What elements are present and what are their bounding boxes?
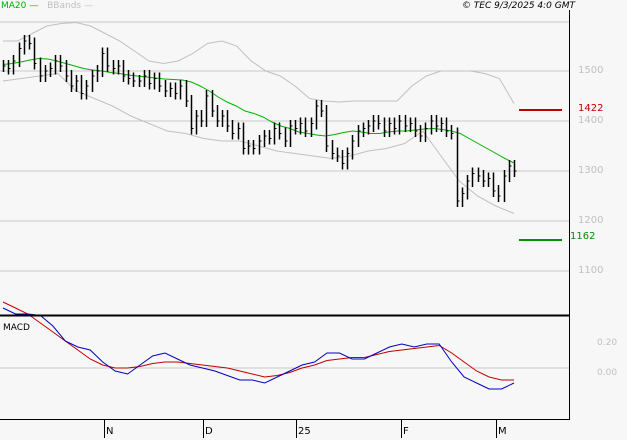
macd-lines (2, 301, 515, 390)
resistance-label: 1422 (578, 103, 604, 114)
time-label-M: M (498, 426, 507, 437)
legend-bbands-swatch: — (81, 1, 93, 11)
price-label-1500: 1500 (578, 65, 604, 76)
time-label-25: 25 (298, 426, 311, 437)
price-label-1300: 1300 (578, 165, 604, 176)
time-label-F: F (403, 426, 409, 437)
ohlc-bars (2, 35, 517, 207)
support-resistance-lines (519, 109, 562, 241)
time-label-N: N (106, 426, 114, 437)
support-label: 1162 (570, 231, 596, 242)
macd-title: MACD (3, 323, 30, 333)
copyright-timestamp: © TEC 9/3/2025 4:0 GMT (461, 1, 575, 11)
chart-frame (0, 10, 570, 438)
price-label-1200: 1200 (578, 215, 604, 226)
macd-label-000: 0.00 (597, 368, 618, 378)
chart-legend: MA20 — BBands — (1, 0, 93, 12)
bollinger-bands (2, 21, 515, 214)
time-label-D: D (205, 426, 213, 437)
ma20-line (2, 57, 515, 164)
legend-ma20: MA20 (1, 1, 27, 11)
grid-lines (0, 21, 569, 369)
price-label-1400: 1400 (578, 115, 604, 126)
macd-label-020: 0.20 (597, 338, 618, 348)
price-label-1100: 1100 (578, 265, 604, 276)
legend-bbands: BBands (47, 1, 82, 11)
legend-ma20-swatch: — (26, 1, 39, 11)
